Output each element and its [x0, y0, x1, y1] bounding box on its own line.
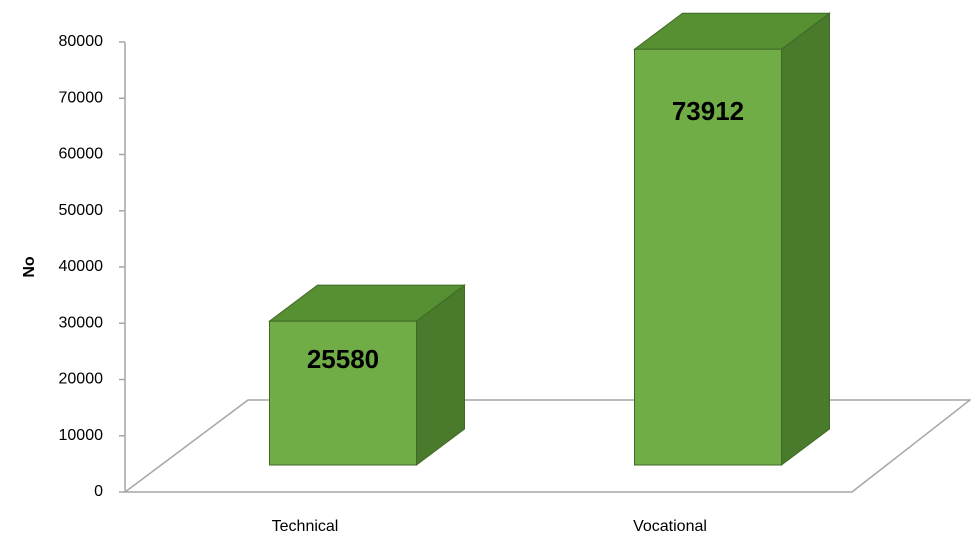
x-tick-label: Technical — [272, 518, 339, 535]
y-tick-label: 30000 — [59, 314, 104, 331]
y-tick-label: 50000 — [59, 202, 104, 219]
y-tick-label: 70000 — [59, 89, 104, 106]
bar-side — [781, 12, 830, 466]
x-tick-label: Vocational — [633, 518, 707, 535]
y-tick-label: 20000 — [59, 371, 104, 388]
y-tick-label: 60000 — [59, 146, 104, 163]
y-axis-title: No — [21, 256, 38, 278]
y-tick-label: 0 — [94, 483, 103, 500]
value-label: 73912 — [672, 96, 744, 126]
value-label: 25580 — [307, 344, 379, 374]
floor — [122, 399, 971, 493]
bar-front — [634, 48, 782, 466]
bar-front — [269, 320, 417, 466]
bar — [632, 12, 832, 466]
bar — [268, 284, 466, 466]
y-tick-label: 40000 — [59, 258, 104, 275]
y-tick-label: 10000 — [59, 427, 104, 444]
y-tick-label: 80000 — [59, 33, 104, 50]
